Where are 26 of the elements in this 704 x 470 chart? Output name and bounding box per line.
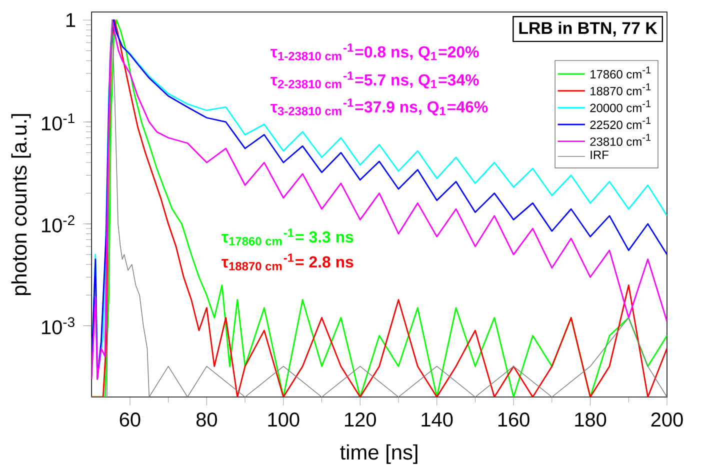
x-tick-label: 160 <box>498 412 530 426</box>
y-tick-label: 1 <box>66 12 76 27</box>
annotation: τ$_{3-23810 cm}$$^{-1}$=37.9 ns, Q$_{1}$=46% <box>270 98 488 116</box>
legend-label: IRF <box>590 150 608 159</box>
y-tick-label: 10$^{-3}$ <box>42 316 74 334</box>
y-tick-label: 10$^{-1}$ <box>42 113 74 130</box>
legend-label: 17860 cm$^{-1}$ <box>590 66 651 78</box>
x-tick-label: 80 <box>196 412 217 426</box>
x-tick-label: 100 <box>268 412 300 426</box>
legend-label: 23810 cm$^{-1}$ <box>590 134 651 146</box>
legend-label: 22520 cm$^{-1}$ <box>590 116 651 129</box>
x-tick-label: 140 <box>422 412 453 426</box>
annotation: τ$_{2-23810 cm}$$^{-1}$=5.7 ns, Q$_{1}$=34% <box>270 71 479 88</box>
x-tick-label: 200 <box>651 412 683 426</box>
legend-label: 20000 cm$^{-1}$ <box>590 100 651 112</box>
legend-label: 18870 cm$^{-1}$ <box>590 83 651 96</box>
x-tick-label: 60 <box>120 412 140 426</box>
x-axis-title: time [ns] <box>340 444 418 464</box>
x-tick-label: 180 <box>575 412 606 426</box>
annotation: τ$_{18870 cm}$$^{-1}$= 2.8 ns <box>222 253 354 270</box>
y-axis-title: photon counts [a.u.] <box>11 114 31 295</box>
text: LRB in BTN, 77 K <box>519 21 658 36</box>
x-tick-label: 120 <box>345 412 376 426</box>
annotation: τ$_{17860 cm}$$^{-1}$= 3.3 ns <box>222 228 354 246</box>
annotation: τ$_{1-23810 cm}$$^{-1}$=0.8 ns, Q$_{1}$=20% <box>270 43 479 60</box>
y-tick-label: 10$^{-2}$ <box>42 215 74 232</box>
